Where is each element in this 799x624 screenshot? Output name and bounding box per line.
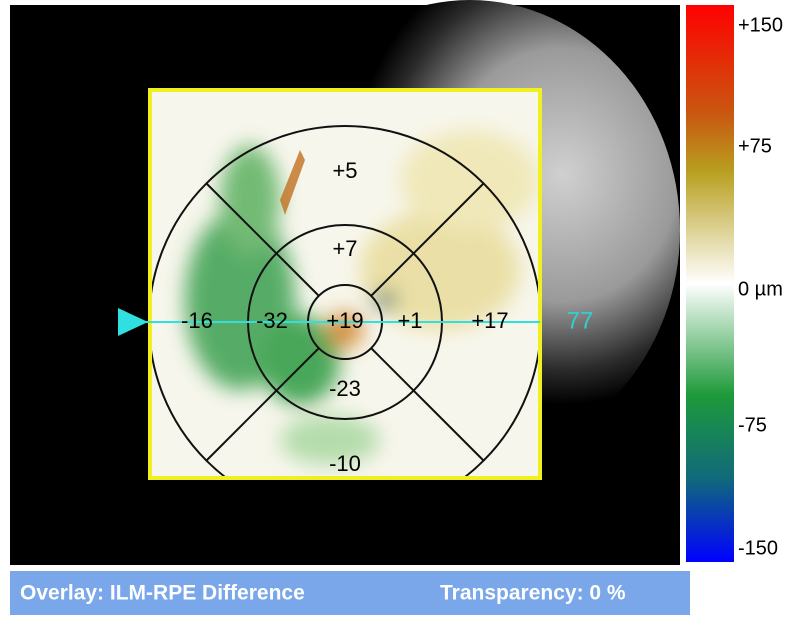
overlay-label[interactable]: Overlay: ILM-RPE Difference [20,582,305,605]
scale-label: -150 [738,537,778,559]
sector-value: +7 [332,236,357,261]
sector-value: +19 [326,308,363,333]
color-scale [686,5,734,562]
sector-value: -16 [181,308,213,333]
vessel [280,150,305,215]
scale-label: +75 [738,135,772,157]
sector-value: +1 [397,308,422,333]
sector-value: -32 [256,308,288,333]
sector-value: -10 [329,451,361,476]
thickness-map [150,90,540,478]
scale-label: 0 µm [738,278,783,300]
scale-label: -75 [738,414,767,436]
sector-value: +5 [332,158,357,183]
etdrs-grid [150,125,540,478]
scan-label: 77 [567,307,594,334]
map-border [148,88,542,480]
status-bar [10,571,690,615]
scale-label: +150 [738,14,783,36]
scan-arrow[interactable] [118,308,148,336]
transparency-label[interactable]: Transparency: 0 % [440,582,626,605]
sector-value: -23 [329,376,361,401]
sector-value: +17 [471,308,508,333]
